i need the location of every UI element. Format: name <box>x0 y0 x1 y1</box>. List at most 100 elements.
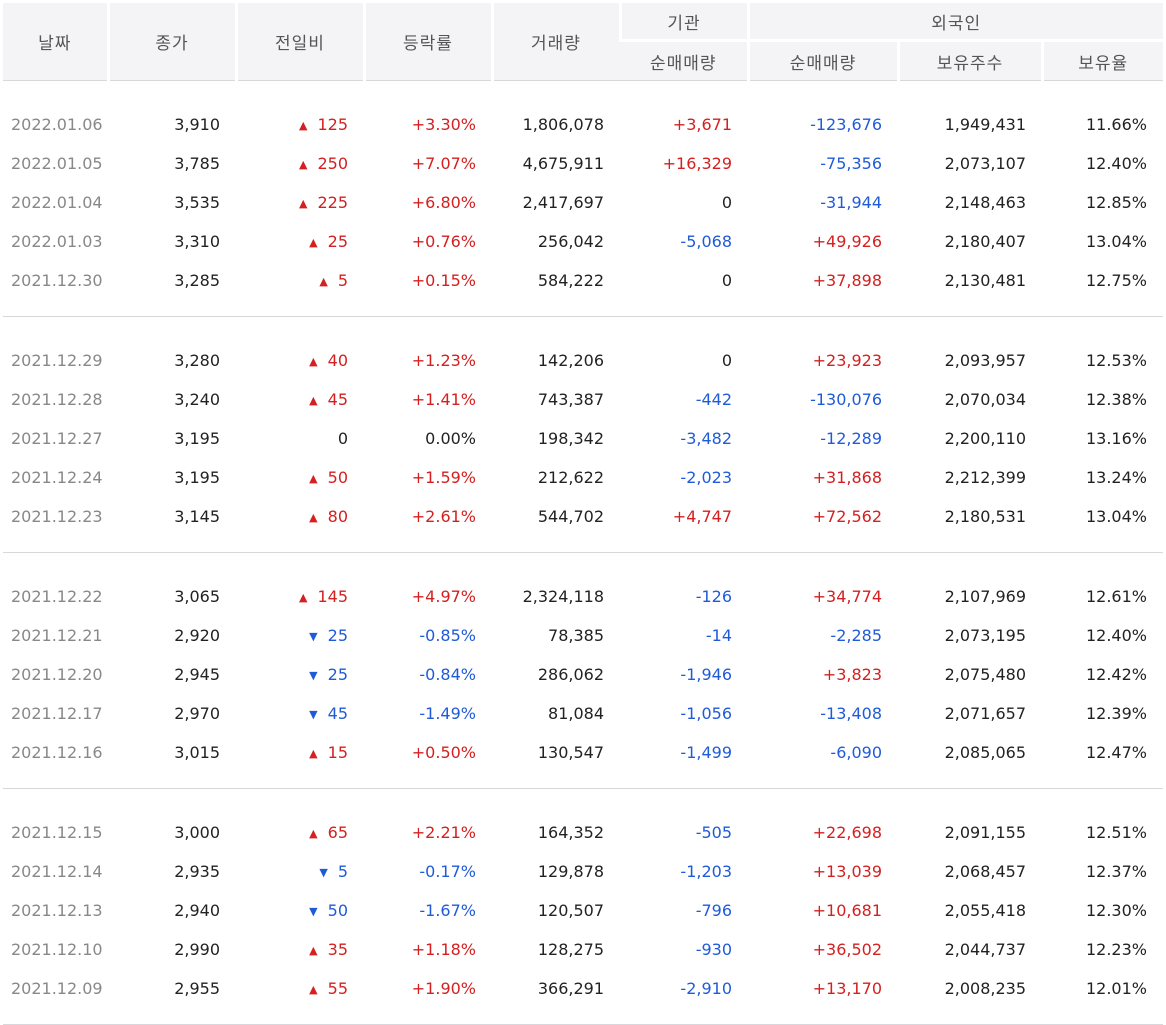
ratio-cell: 12.01% <box>1042 969 1163 1008</box>
rate-cell: +6.80% <box>364 183 492 222</box>
foreign-net-cell: -31,944 <box>748 183 898 222</box>
close-cell: 2,990 <box>108 930 236 969</box>
triangle-up-icon: ▲ <box>309 236 317 249</box>
volume-cell: 78,385 <box>492 616 620 655</box>
close-cell: 3,000 <box>108 813 236 852</box>
close-cell: 2,935 <box>108 852 236 891</box>
header-foreign-net: 순매매량 <box>748 41 898 81</box>
change-value: 50 <box>328 468 348 487</box>
triangle-up-icon: ▲ <box>299 591 307 604</box>
inst-net-cell: -14 <box>620 616 748 655</box>
close-cell: 3,910 <box>108 105 236 144</box>
foreign-net-cell: -12,289 <box>748 419 898 458</box>
inst-net-cell: -1,946 <box>620 655 748 694</box>
change-cell: ▼45 <box>236 694 364 733</box>
change-cell: 0 <box>236 419 364 458</box>
change-value: 250 <box>317 154 348 173</box>
inst-net-cell: +16,329 <box>620 144 748 183</box>
ratio-cell: 12.61% <box>1042 577 1163 616</box>
inst-net-cell: -126 <box>620 577 748 616</box>
date-cell: 2021.12.22 <box>3 577 108 616</box>
change-cell: ▲80 <box>236 497 364 536</box>
inst-net-cell: -3,482 <box>620 419 748 458</box>
change-value: 125 <box>317 115 348 134</box>
change-cell: ▼25 <box>236 655 364 694</box>
holdings-cell: 2,180,531 <box>898 497 1042 536</box>
triangle-up-icon: ▲ <box>309 355 317 368</box>
rate-cell: +1.59% <box>364 458 492 497</box>
ratio-cell: 13.16% <box>1042 419 1163 458</box>
row-spacer <box>3 317 1163 341</box>
ratio-cell: 13.04% <box>1042 222 1163 261</box>
change-value: 45 <box>328 704 348 723</box>
change-cell: ▲5 <box>236 261 364 300</box>
triangle-down-icon: ▼ <box>309 905 317 918</box>
ratio-cell: 12.37% <box>1042 852 1163 891</box>
change-value: 25 <box>328 232 348 251</box>
change-value: 65 <box>328 823 348 842</box>
date-cell: 2021.12.13 <box>3 891 108 930</box>
ratio-cell: 12.53% <box>1042 341 1163 380</box>
foreign-net-cell: +22,698 <box>748 813 898 852</box>
foreign-net-cell: +37,898 <box>748 261 898 300</box>
change-cell: ▲225 <box>236 183 364 222</box>
triangle-down-icon: ▼ <box>319 866 327 879</box>
volume-cell: 164,352 <box>492 813 620 852</box>
date-cell: 2022.01.06 <box>3 105 108 144</box>
change-cell: ▲50 <box>236 458 364 497</box>
foreign-net-cell: +23,923 <box>748 341 898 380</box>
change-cell: ▲250 <box>236 144 364 183</box>
ratio-cell: 11.66% <box>1042 105 1163 144</box>
holdings-cell: 2,071,657 <box>898 694 1042 733</box>
close-cell: 2,920 <box>108 616 236 655</box>
change-value: 5 <box>338 862 348 881</box>
rate-cell: +0.50% <box>364 733 492 772</box>
change-cell: ▼25 <box>236 616 364 655</box>
date-cell: 2021.12.09 <box>3 969 108 1008</box>
close-cell: 3,310 <box>108 222 236 261</box>
triangle-up-icon: ▲ <box>309 394 317 407</box>
ratio-cell: 12.40% <box>1042 144 1163 183</box>
foreign-net-cell: +13,039 <box>748 852 898 891</box>
volume-cell: 366,291 <box>492 969 620 1008</box>
header-ratio: 보유율 <box>1042 41 1163 81</box>
inst-net-cell: +4,747 <box>620 497 748 536</box>
close-cell: 3,280 <box>108 341 236 380</box>
foreign-net-cell: -123,676 <box>748 105 898 144</box>
table-header: 날짜 종가 전일비 등락률 거래량 기관 외국인 순매매량 순매매량 보유주수 … <box>3 3 1163 81</box>
rate-cell: -0.85% <box>364 616 492 655</box>
inst-net-cell: -1,203 <box>620 852 748 891</box>
volume-cell: 130,547 <box>492 733 620 772</box>
close-cell: 3,195 <box>108 419 236 458</box>
row-spacer <box>3 536 1163 553</box>
close-cell: 2,970 <box>108 694 236 733</box>
holdings-cell: 2,055,418 <box>898 891 1042 930</box>
volume-cell: 544,702 <box>492 497 620 536</box>
rate-cell: +0.76% <box>364 222 492 261</box>
foreign-net-cell: -130,076 <box>748 380 898 419</box>
triangle-up-icon: ▲ <box>319 275 327 288</box>
date-cell: 2021.12.27 <box>3 419 108 458</box>
close-cell: 3,145 <box>108 497 236 536</box>
change-value: 25 <box>328 626 348 645</box>
change-value: 45 <box>328 390 348 409</box>
foreign-net-cell: +31,868 <box>748 458 898 497</box>
volume-cell: 142,206 <box>492 341 620 380</box>
holdings-cell: 2,073,195 <box>898 616 1042 655</box>
close-cell: 3,535 <box>108 183 236 222</box>
inst-net-cell: -2,910 <box>620 969 748 1008</box>
change-cell: ▲40 <box>236 341 364 380</box>
holdings-cell: 2,075,480 <box>898 655 1042 694</box>
rate-cell: +1.41% <box>364 380 492 419</box>
inst-net-cell: +3,671 <box>620 105 748 144</box>
inst-net-cell: -1,056 <box>620 694 748 733</box>
close-cell: 3,240 <box>108 380 236 419</box>
